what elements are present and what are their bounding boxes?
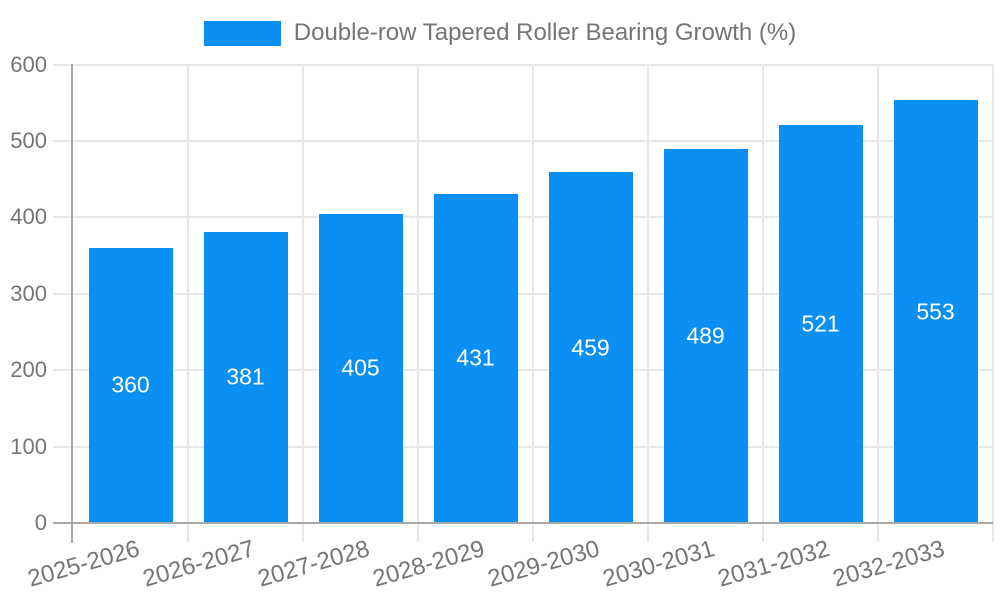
bar-2031-2032: 521 [778,124,863,523]
bar-2032-2033: 553 [893,100,978,523]
x-tick-label: 2025-2026 [24,535,143,593]
h-gridline [53,216,993,219]
bar-2030-2031: 489 [663,149,748,523]
y-tick-label: 500 [10,127,47,153]
x-tick-label: 2028-2029 [369,535,488,593]
v-gridline [532,64,534,542]
y-axis-line [71,64,73,543]
y-tick-label: 300 [10,280,47,306]
h-gridline [53,139,993,142]
v-gridline [992,64,994,542]
bar-value-label: 459 [571,334,610,361]
bar-2027-2028: 405 [318,213,403,523]
v-gridline [877,64,879,542]
h-gridline [53,292,993,295]
bar-value-label: 405 [341,354,380,381]
v-gridline [302,64,304,542]
v-gridline [647,64,649,542]
legend-swatch [203,20,281,46]
v-gridline [762,64,764,542]
y-tick-label: 100 [10,433,47,459]
h-gridline [53,63,993,66]
bar-value-label: 360 [111,371,150,398]
h-gridline [53,369,993,372]
bar-value-label: 431 [456,344,495,371]
x-tick-label: 2029-2030 [484,535,603,593]
x-tick-label: 2026-2027 [139,535,258,593]
bar-value-label: 521 [801,310,840,337]
bar-value-label: 553 [916,298,955,325]
bar-2029-2030: 459 [548,172,633,523]
h-gridline [53,445,993,448]
x-tick-label: 2030-2031 [599,535,718,593]
bar-value-label: 381 [226,363,265,390]
y-tick-label: 0 [34,510,47,535]
x-tick-label: 2032-2033 [829,535,948,593]
legend: Double-row Tapered Roller Bearing Growth… [0,20,1000,46]
y-tick-label: 200 [10,357,47,383]
x-tick-label: 2031-2032 [714,535,833,593]
x-tick-label: 2027-2028 [254,535,373,593]
y-tick-label: 600 [10,51,47,77]
legend-label: Double-row Tapered Roller Bearing Growth… [293,19,797,46]
bar-2028-2029: 431 [433,193,518,523]
bar-value-label: 489 [686,322,725,349]
bar-2025-2026: 360 [88,247,173,523]
y-tick-label: 400 [10,204,47,230]
x-axis-line [53,522,993,524]
bar-2026-2027: 381 [203,231,288,523]
v-gridline [417,64,419,542]
v-gridline [187,64,189,542]
